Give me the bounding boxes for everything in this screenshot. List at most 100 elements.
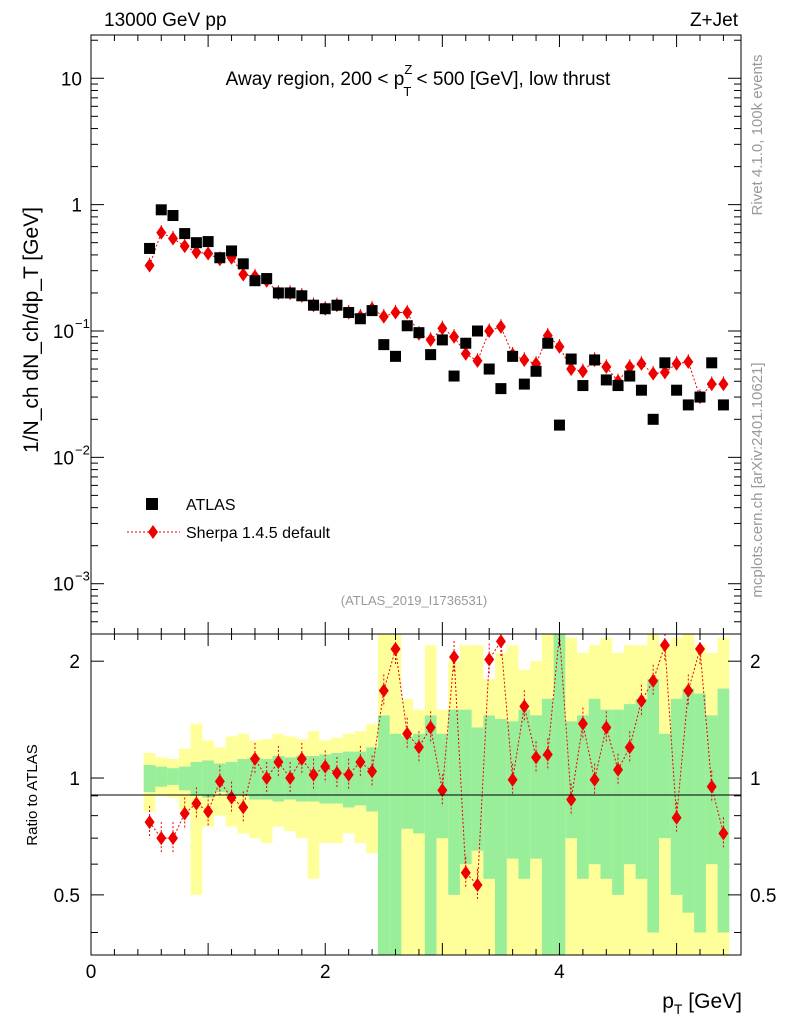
main-atlas-point-11: [272, 287, 284, 299]
plot-title-sub: T: [403, 84, 411, 99]
main-atlas-point-36: [565, 353, 577, 365]
main-atlas-point-40: [612, 380, 624, 392]
ratio-sherpa-point-45: [671, 810, 682, 825]
ratio-sherpa-point-3: [179, 806, 190, 821]
ratio-yellow-band-14: [307, 731, 320, 879]
main-sherpa-point-35: [554, 339, 565, 354]
ratio-green-band-27: [459, 709, 472, 865]
ratio-green-band-41: [623, 704, 636, 865]
main-sherpa-point-44: [659, 365, 670, 380]
main-ytick-label-3: 10: [53, 448, 74, 469]
main-atlas-point-5: [202, 236, 214, 248]
ratio-sherpa-point-21: [390, 641, 401, 656]
ratio-green-band-45: [670, 698, 683, 895]
ratio-sherpa-point-10: [261, 771, 272, 786]
main-sherpa-point-25: [437, 321, 448, 336]
main-atlas-point-33: [530, 365, 542, 377]
main-atlas-point-8: [237, 258, 249, 270]
main-atlas-point-18: [354, 313, 366, 325]
main-sherpa-point-37: [577, 364, 588, 379]
main-sherpa-point-42: [636, 356, 647, 371]
ratio-ytick-label-right-0: 0.5: [750, 886, 776, 907]
ratio-sherpa-point-18: [355, 754, 366, 769]
main-atlas-point-1: [155, 204, 167, 216]
main-sherpa-point-21: [390, 305, 401, 320]
header-left: 13000 GeV pp: [104, 10, 227, 31]
legend-atlas-marker: [146, 498, 158, 510]
main-atlas-point-48: [706, 357, 718, 369]
ratio-green-band-18: [354, 751, 367, 806]
ratio-green-band-2: [167, 768, 179, 785]
main-sherpa-point-27: [460, 346, 471, 361]
ratio-marks: [144, 633, 729, 902]
ratio-sherpa-point-38: [589, 772, 600, 787]
ratio-sherpa-point-41: [624, 740, 635, 755]
main-sherpa-point-22: [402, 305, 413, 320]
main-atlas-point-28: [471, 325, 483, 337]
ratio-green-band-30: [495, 718, 507, 955]
ratio-green-band-5: [202, 760, 214, 798]
main-atlas-point-16: [331, 299, 343, 311]
main-sherpa-point-2: [167, 231, 178, 246]
ratio-sherpa-point-40: [613, 762, 624, 777]
plot-title-b: < 500 [GeV], low thrust: [411, 69, 611, 90]
main-atlas-point-22: [401, 320, 413, 332]
main-ytick-exp-2: −1: [75, 316, 90, 331]
main-atlas-point-38: [589, 354, 601, 366]
ratio-sherpa-point-44: [659, 638, 670, 653]
ratio-sherpa-point-48: [706, 779, 717, 794]
ratio-sherpa-point-47: [695, 641, 706, 656]
main-sherpa-point-3: [179, 239, 190, 254]
ratio-green-band-3: [178, 766, 191, 791]
ratio-sherpa-point-31: [507, 772, 518, 787]
ratio-sherpa-point-17: [343, 767, 354, 782]
ratio-green-band-28: [471, 727, 484, 851]
ratio-sherpa-point-19: [367, 764, 378, 779]
main-sherpa-point-48: [706, 377, 717, 392]
ratio-sherpa-point-11: [273, 754, 284, 769]
ratio-sherpa-point-8: [238, 800, 249, 815]
ratio-green-band-37: [577, 715, 589, 879]
main-sherpa-point-20: [378, 309, 389, 324]
main-atlas-point-44: [659, 357, 671, 369]
main-atlas-point-23: [413, 327, 425, 339]
ratio-green-band-0: [143, 765, 156, 793]
ratio-sherpa-point-16: [331, 766, 342, 781]
ratio-sherpa-point-1: [156, 831, 167, 846]
main-sherpa-point-30: [495, 319, 506, 334]
main-atlas-point-12: [284, 287, 296, 299]
ratio-green-band-44: [659, 733, 671, 839]
ratio-green-band-34: [541, 698, 554, 955]
main-atlas-point-41: [624, 370, 636, 382]
ratio-sherpa-point-0: [144, 815, 155, 830]
ratio-ytick-label-left-0: 0.5: [54, 886, 80, 907]
ratio-xtick-label-0: 0: [86, 962, 97, 983]
ratio-green-band-39: [600, 709, 613, 879]
main-sherpa-point-24: [425, 332, 436, 347]
main-atlas-point-4: [190, 237, 202, 249]
ratio-green-band-43: [647, 678, 660, 933]
main-ytick-exp-4: −3: [75, 569, 90, 584]
main-atlas-point-37: [577, 380, 589, 392]
ratio-sherpa-point-20: [378, 683, 389, 698]
ratio-green-band-33: [530, 715, 542, 859]
ratio-ytick-label-left-2: 2: [69, 652, 80, 673]
plot-title-sup: Z: [404, 62, 412, 77]
legend-sherpa-marker: [148, 525, 158, 539]
ratio-sherpa-point-32: [519, 699, 530, 714]
main-ytick-label-4: 10: [53, 575, 74, 596]
mcplots-label: mcplots.cern.ch [arXiv:2401.10621]: [749, 362, 766, 597]
ratio-xtick-label-1: 2: [320, 962, 331, 983]
main-ylabel: 1/N_ch dN_ch/dp_T [GeV]: [20, 207, 43, 453]
ratio-sherpa-point-28: [472, 878, 483, 893]
main-atlas-point-6: [214, 252, 226, 264]
ratio-green-band-31: [506, 721, 519, 859]
ratio-sherpa-point-25: [437, 783, 448, 798]
ratio-ytick-label-left-1: 1: [69, 769, 80, 790]
main-atlas-point-34: [542, 337, 554, 349]
main-atlas-point-47: [694, 391, 706, 403]
ratio-sherpa-point-36: [566, 792, 577, 807]
xlabel-b: [GeV]: [682, 990, 742, 1013]
ratio-green-band-13: [295, 755, 308, 802]
main-sherpa-point-28: [472, 353, 483, 368]
